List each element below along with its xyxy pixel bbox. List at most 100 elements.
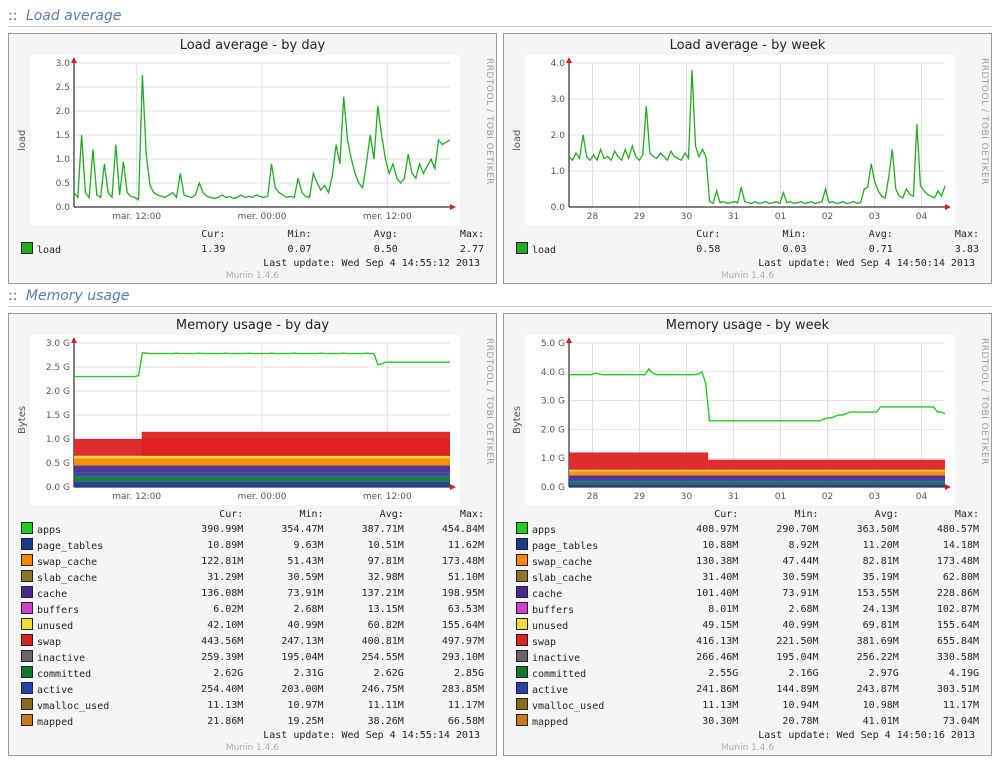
svg-text:01: 01 (775, 212, 786, 222)
y-axis-label: load (15, 55, 30, 225)
rrdtool-watermark: RRDTOOL / TOBI OETIKER (979, 58, 989, 185)
legend-row: mapped30.30M20.78M41.01M73.04M (512, 714, 983, 728)
svg-text:3.0 G: 3.0 G (46, 339, 70, 349)
legend-row: swap443.56M247.13M400.81M497.97M (17, 634, 488, 648)
svg-text:2.0 G: 2.0 G (46, 387, 70, 397)
svg-text:0.5 G: 0.5 G (46, 459, 70, 469)
section-title-load-text: Load average (26, 8, 122, 24)
munin-version: Munin 1.4.6 (15, 271, 490, 281)
legend-row: slab_cache31.29M30.59M32.98M51.10M (17, 570, 488, 584)
panel-mem-day: Memory usage - by day RRDTOOL / TOBI OET… (8, 313, 497, 756)
legend-swatch (516, 634, 528, 646)
legend-row: unused42.10M40.99M60.82M155.64M (17, 618, 488, 632)
legend-swatch (21, 714, 33, 726)
panel-load-week: Load average - by week RRDTOOL / TOBI OE… (503, 33, 992, 284)
svg-text:29: 29 (634, 492, 646, 502)
svg-text:01: 01 (775, 492, 786, 502)
legend-swatch (516, 242, 528, 254)
divider (8, 306, 992, 307)
svg-text:29: 29 (634, 212, 646, 222)
legend-row: load0.580.030.713.83 (512, 242, 983, 256)
rrdtool-watermark: RRDTOOL / TOBI OETIKER (979, 338, 989, 465)
svg-text:mar. 12:00: mar. 12:00 (112, 492, 161, 502)
legend-swatch (516, 602, 528, 614)
svg-text:03: 03 (869, 212, 880, 222)
legend-row: cache101.40M73.91M153.55M228.86M (512, 586, 983, 600)
svg-text:2.5: 2.5 (56, 83, 70, 93)
y-axis-label: Bytes (15, 335, 30, 505)
panel-mem-week: Memory usage - by week RRDTOOL / TOBI OE… (503, 313, 992, 756)
last-update: Last update: Wed Sep 4 14:50:14 2013 (510, 258, 985, 269)
section-title-memory-text: Memory usage (26, 288, 130, 304)
legend-swatch (21, 242, 33, 254)
legend-row: active241.86M144.89M243.87M303.51M (512, 682, 983, 696)
legend-swatch (21, 618, 33, 630)
legend-swatch (21, 522, 33, 534)
legend-swatch (516, 538, 528, 550)
svg-text:5.0 G: 5.0 G (541, 339, 565, 349)
legend-swatch (21, 602, 33, 614)
legend-swatch (21, 682, 33, 694)
svg-text:02: 02 (822, 212, 833, 222)
legend-swatch (516, 714, 528, 726)
chart-mem-day: 0.0 G0.5 G1.0 G1.5 G2.0 G2.5 G3.0 Gmar. … (30, 335, 460, 505)
svg-text:1.5 G: 1.5 G (46, 411, 70, 421)
legend-row: page_tables10.89M9.63M10.51M11.62M (17, 538, 488, 552)
munin-version: Munin 1.4.6 (510, 271, 985, 281)
legend-swatch (21, 698, 33, 710)
svg-text:28: 28 (587, 212, 599, 222)
legend-swatch (21, 538, 33, 550)
legend-row: committed2.62G2.31G2.62G2.85G (17, 666, 488, 680)
chart-load-day: 0.00.51.01.52.02.53.0mar. 12:00mer. 00:0… (30, 55, 460, 225)
chart-mem-week: 0.0 G1.0 G2.0 G3.0 G4.0 G5.0 G2829303101… (525, 335, 955, 505)
svg-text:04: 04 (916, 212, 928, 222)
svg-text:0.0: 0.0 (551, 203, 566, 213)
legend-swatch (516, 650, 528, 662)
svg-text:3.0 G: 3.0 G (541, 397, 565, 407)
munin-version: Munin 1.4.6 (15, 743, 490, 753)
legend-row: committed2.55G2.16G2.97G4.19G (512, 666, 983, 680)
svg-text:mer. 12:00: mer. 12:00 (363, 212, 412, 222)
last-update: Last update: Wed Sep 4 14:55:12 2013 (15, 258, 490, 269)
last-update: Last update: Wed Sep 4 14:55:14 2013 (15, 730, 490, 741)
svg-text:4.0: 4.0 (551, 59, 566, 69)
svg-text:2.0: 2.0 (56, 107, 71, 117)
last-update: Last update: Wed Sep 4 14:50:16 2013 (510, 730, 985, 741)
legend-swatch (21, 666, 33, 678)
legend-row: active254.40M203.00M246.75M283.85M (17, 682, 488, 696)
legend-swatch (516, 682, 528, 694)
legend-swatch (21, 554, 33, 566)
legend-swatch (21, 570, 33, 582)
rrdtool-watermark: RRDTOOL / TOBI OETIKER (484, 58, 494, 185)
svg-text:2.5 G: 2.5 G (46, 363, 70, 373)
y-axis-label: load (510, 55, 525, 225)
legend-row: buffers8.01M2.68M24.13M102.87M (512, 602, 983, 616)
legend-row: mapped21.86M19.25M38.26M66.58M (17, 714, 488, 728)
svg-text:mar. 12:00: mar. 12:00 (112, 212, 161, 222)
legend-row: swap416.13M221.50M381.69M655.84M (512, 634, 983, 648)
legend-table-mem-week: Cur:Min:Avg:Max:apps408.97M290.70M363.50… (510, 507, 985, 730)
legend-row: vmalloc_used11.13M10.97M11.11M11.17M (17, 698, 488, 712)
svg-text:04: 04 (916, 492, 928, 502)
svg-text:0.5: 0.5 (56, 179, 70, 189)
section-title-load: :: Load average (8, 8, 992, 24)
chart-title: Load average - by week (510, 38, 985, 53)
svg-text:1.0 G: 1.0 G (46, 435, 70, 445)
legend-table-load-day: Cur:Min:Avg:Max:load1.390.070.502.77 (15, 227, 490, 258)
svg-text:mer. 12:00: mer. 12:00 (363, 492, 412, 502)
y-axis-label: Bytes (510, 335, 525, 505)
chart-title: Memory usage - by week (510, 318, 985, 333)
svg-text:30: 30 (681, 492, 693, 502)
svg-text:mer. 00:00: mer. 00:00 (238, 492, 287, 502)
svg-text:3.0: 3.0 (56, 59, 71, 69)
legend-row: page_tables10.88M8.92M11.20M14.18M (512, 538, 983, 552)
legend-swatch (516, 586, 528, 598)
legend-row: cache136.08M73.91M137.21M198.95M (17, 586, 488, 600)
svg-text:2.0: 2.0 (551, 131, 566, 141)
legend-swatch (516, 522, 528, 534)
load-row: Load average - by day RRDTOOL / TOBI OET… (8, 33, 992, 284)
chart-title: Load average - by day (15, 38, 490, 53)
munin-version: Munin 1.4.6 (510, 743, 985, 753)
chart-load-week: 0.01.02.03.04.02829303101020304 (525, 55, 955, 225)
legend-row: inactive266.46M195.04M256.22M330.58M (512, 650, 983, 664)
